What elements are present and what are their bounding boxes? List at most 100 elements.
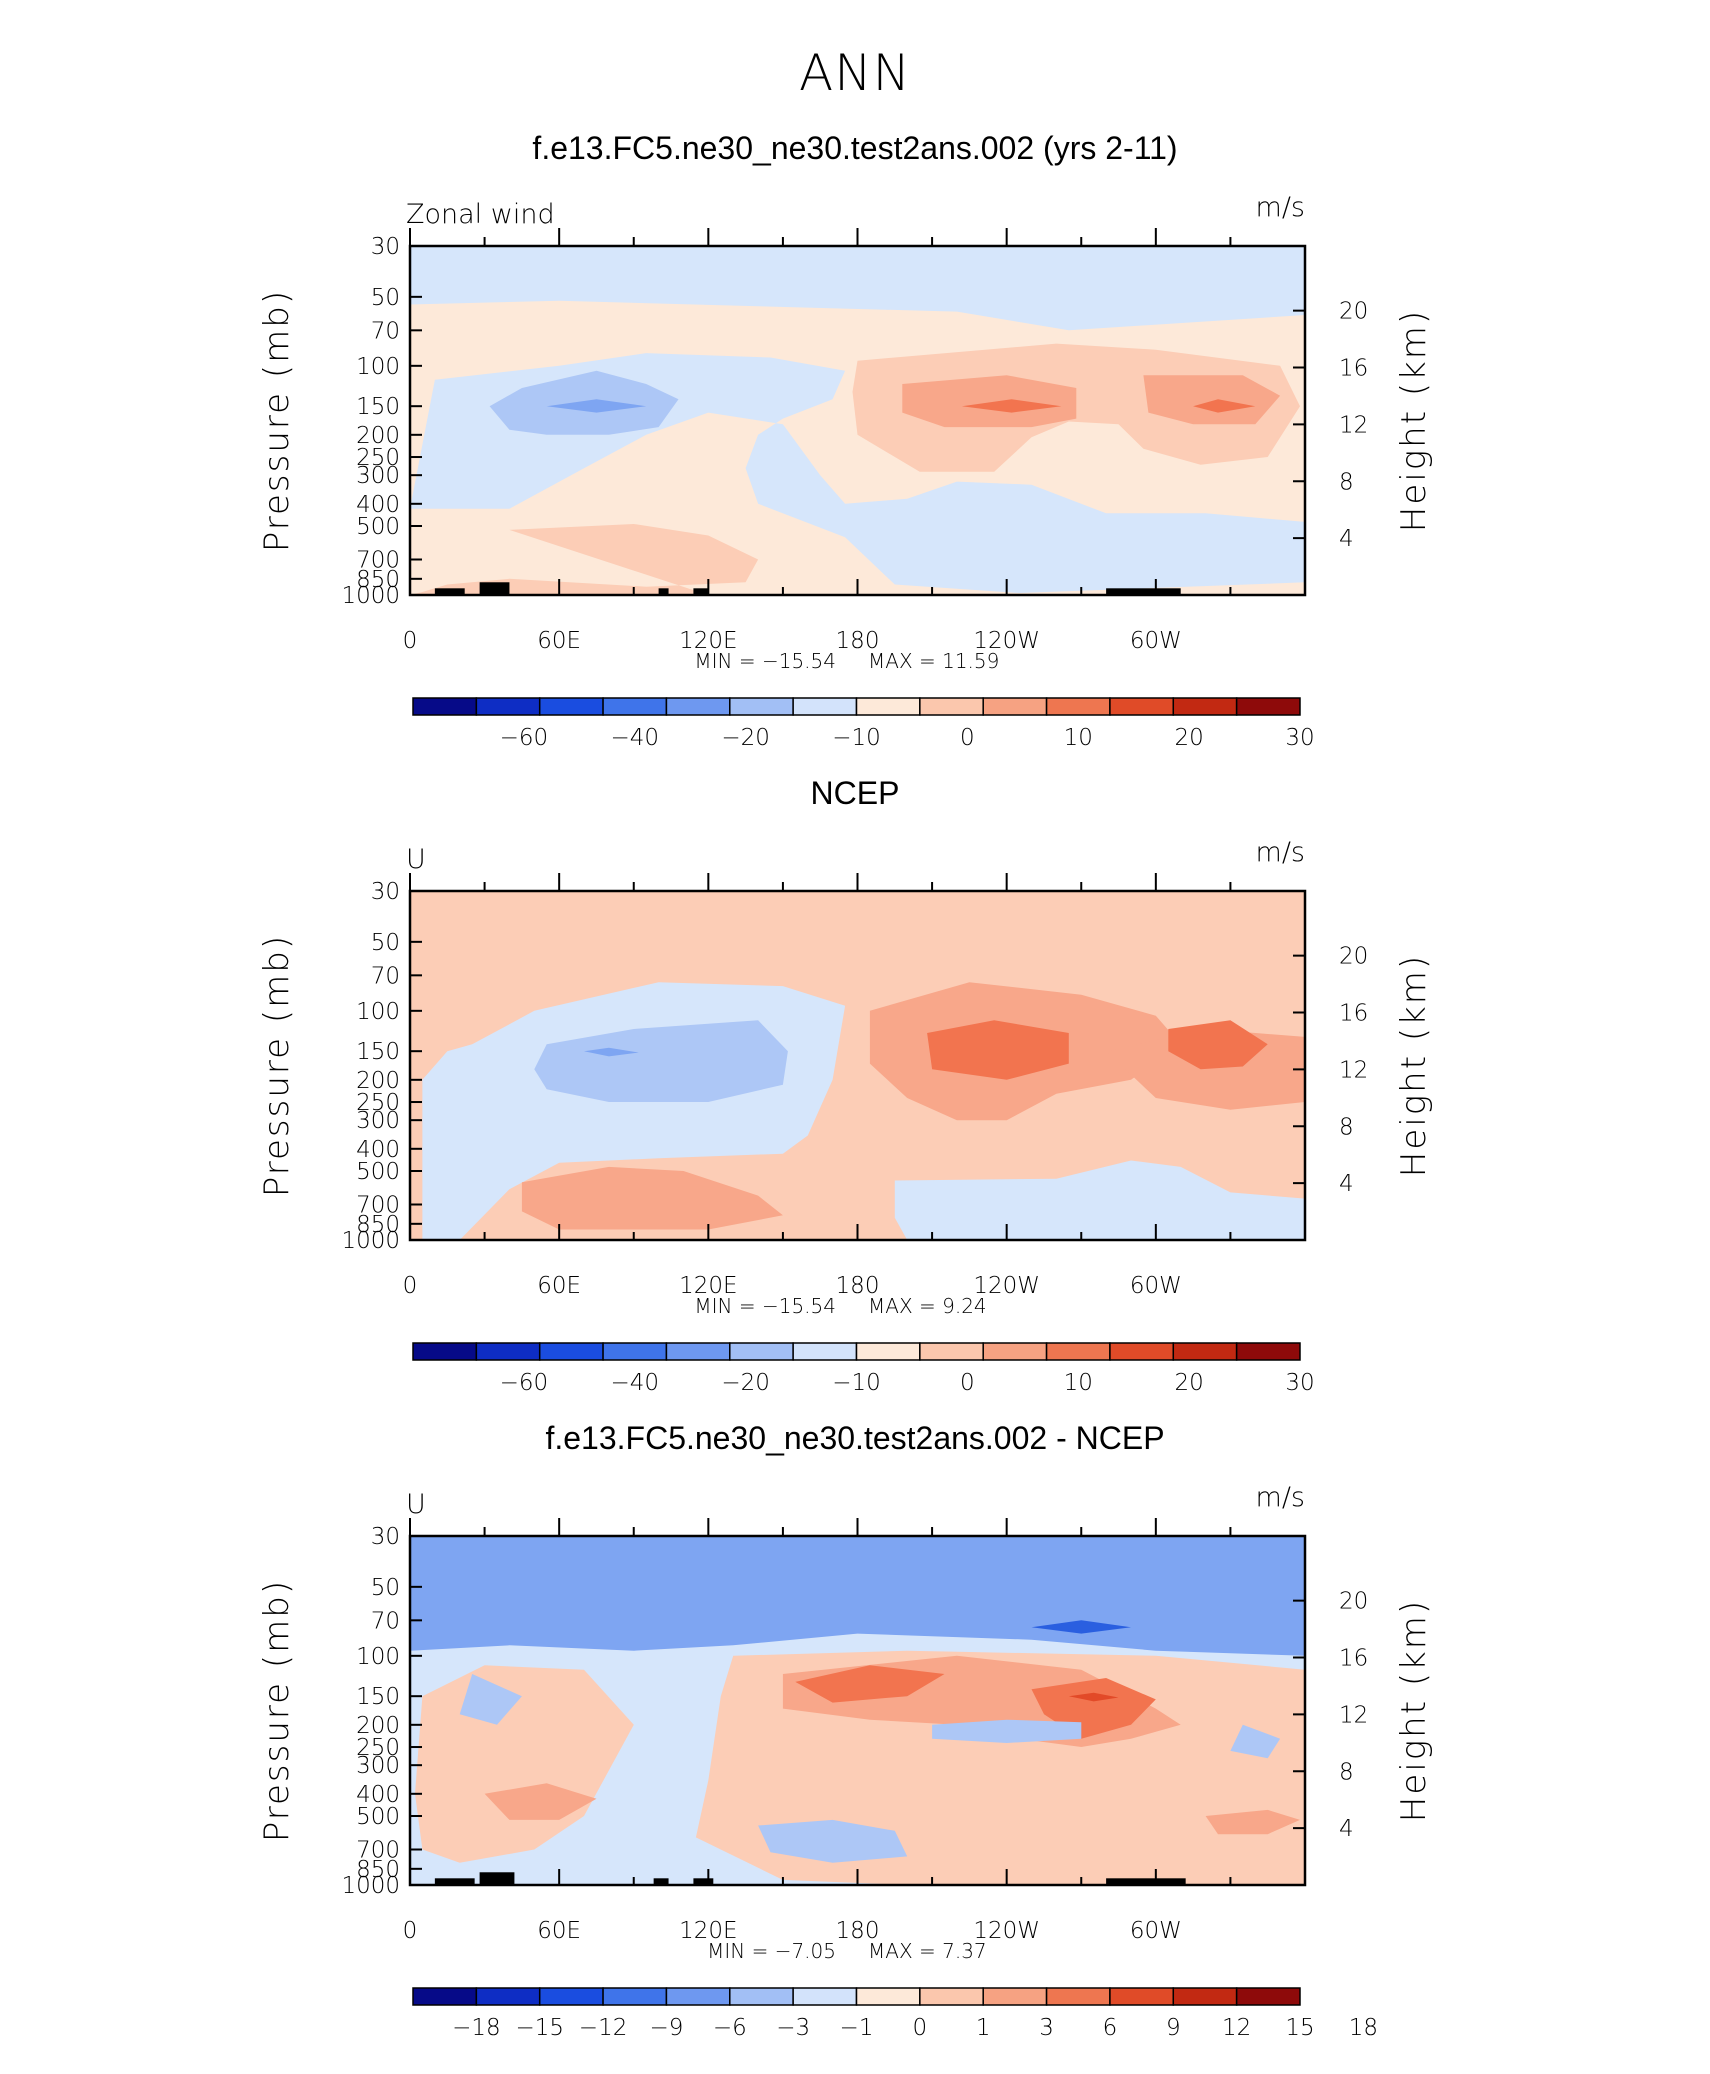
- panel-1-group: 3050701001502002503004005007008501000201…: [257, 192, 1434, 751]
- colorbar-swatch: [919, 1987, 984, 2006]
- min-value: MIN = −7.05: [707, 1939, 836, 1963]
- x-tick-label: 120E: [679, 1918, 737, 1944]
- colorbar-label: 20: [1174, 725, 1203, 751]
- colorbar-label: 9: [1166, 2015, 1181, 2041]
- y-tick-label: 300: [356, 1108, 400, 1134]
- contour-region: [1068, 1692, 1119, 1702]
- y-tick-label: 500: [356, 1804, 400, 1830]
- x-tick-label: 0: [403, 1918, 418, 1944]
- x-tick-label: 180: [836, 628, 880, 654]
- y-tick-label: 850: [356, 1212, 400, 1238]
- contour-region: [1230, 1724, 1281, 1759]
- contour-region: [410, 524, 759, 595]
- colorbar-label: −12: [579, 2015, 628, 2041]
- y-tick-label: 50: [371, 285, 400, 311]
- contour-region: [484, 1783, 597, 1820]
- contour-region: [1031, 1620, 1131, 1634]
- panel-3-title: f.e13.FC5.ne30_ne30.test2ans.002 - NCEP: [545, 1420, 1165, 1456]
- colorbar-swatch: [855, 1987, 921, 2006]
- colorbar-label: −20: [721, 725, 770, 751]
- colorbar-swatch: [665, 1987, 731, 2006]
- y-tick-label: 200: [356, 1713, 400, 1739]
- contour-region: [927, 1020, 1069, 1080]
- y-tick-label: 400: [356, 1137, 400, 1163]
- colorbar-label: 6: [1103, 2015, 1118, 2041]
- height-tick-label: 4: [1339, 1171, 1354, 1197]
- y-tick-label: 700: [356, 1838, 400, 1864]
- terrain-mask: [434, 1878, 475, 1885]
- y-tick-label: 500: [356, 1159, 400, 1185]
- colorbar-label: 30: [1285, 725, 1314, 751]
- colorbar-label: −60: [500, 725, 549, 751]
- right-axis-title: Height (km): [1394, 1599, 1434, 1822]
- contour-region: [1193, 399, 1256, 413]
- contour-field: [422, 982, 1305, 1240]
- colorbar-label: −15: [515, 2015, 564, 2041]
- y-tick-label: 400: [356, 492, 400, 518]
- colorbar-label: 20: [1174, 1370, 1203, 1396]
- contour-region: [534, 1020, 788, 1102]
- colorbar-label: 0: [960, 725, 975, 751]
- contour-region: [758, 1819, 908, 1863]
- height-tick-label: 16: [1339, 1646, 1368, 1672]
- colorbar-swatch: [475, 1987, 541, 2006]
- colorbar-swatch: [602, 1987, 668, 2006]
- y-tick-label: 100: [356, 354, 400, 380]
- x-tick-label: 120W: [973, 1273, 1040, 1299]
- y-tick-label: 70: [371, 963, 400, 989]
- colorbar-label: −60: [500, 1370, 549, 1396]
- variable-label: U: [406, 1489, 426, 1520]
- height-tick-label: 20: [1339, 944, 1368, 970]
- terrain-mask: [653, 1878, 669, 1885]
- y-tick-label: 70: [371, 318, 400, 344]
- x-tick-label: 60W: [1130, 1273, 1182, 1299]
- y-tick-label: 300: [356, 1753, 400, 1779]
- colorbar-swatch: [1109, 1987, 1175, 2006]
- colorbar-label: −20: [721, 1370, 770, 1396]
- height-tick-label: 4: [1339, 526, 1354, 552]
- colorbar-label: −10: [832, 725, 881, 751]
- right-axis-title: Height (km): [1394, 954, 1434, 1177]
- contour-region: [1168, 1020, 1268, 1070]
- colorbar-label: 0: [913, 2015, 928, 2041]
- height-tick-label: 4: [1339, 1816, 1354, 1842]
- contour-region: [932, 1719, 1082, 1743]
- height-tick-label: 12: [1339, 1702, 1368, 1728]
- y-tick-label: 400: [356, 1782, 400, 1808]
- variable-label: U: [406, 844, 426, 875]
- y-tick-label: 1000: [341, 1228, 400, 1254]
- height-tick-label: 8: [1339, 1114, 1354, 1140]
- colorbar-swatch: [538, 1987, 604, 2006]
- terrain-mask: [658, 588, 669, 595]
- y-tick-label: 1000: [341, 583, 400, 609]
- page-title: ANN: [798, 44, 911, 102]
- y-tick-label: 30: [371, 234, 400, 260]
- x-tick-label: 120W: [973, 1918, 1040, 1944]
- max-value: MAX = 11.59: [868, 649, 999, 673]
- x-tick-label: 180: [836, 1918, 880, 1944]
- colorbar-swatch: [792, 1987, 858, 2006]
- contour-region: [1205, 1809, 1300, 1835]
- max-value: MAX = 7.37: [868, 1939, 987, 1963]
- contour-region: [961, 399, 1062, 413]
- colorbar-label: 0: [960, 1370, 975, 1396]
- contour-region: [410, 246, 1305, 331]
- y-tick-label: 250: [356, 445, 400, 471]
- y-axis-title: Pressure (mb): [257, 1579, 297, 1842]
- colorbar-label: 1: [976, 2015, 991, 2041]
- colorbar-label: 10: [1064, 725, 1093, 751]
- units-label: m/s: [1256, 1482, 1305, 1513]
- x-tick-label: 60W: [1130, 628, 1182, 654]
- y-tick-label: 150: [356, 394, 400, 420]
- terrain-mask: [434, 588, 465, 595]
- terrain-mask: [479, 582, 510, 595]
- panel-3-group: 3050701001502002503004005007008501000201…: [257, 1482, 1434, 2041]
- contour-region: [894, 1160, 1305, 1240]
- y-tick-label: 300: [356, 463, 400, 489]
- colorbar-label: 18: [1349, 2015, 1378, 2041]
- y-tick-label: 700: [356, 548, 400, 574]
- y-tick-label: 500: [356, 514, 400, 540]
- height-tick-label: 20: [1339, 1589, 1368, 1615]
- variable-label: Zonal wind: [406, 199, 555, 230]
- contour-region: [795, 1665, 945, 1703]
